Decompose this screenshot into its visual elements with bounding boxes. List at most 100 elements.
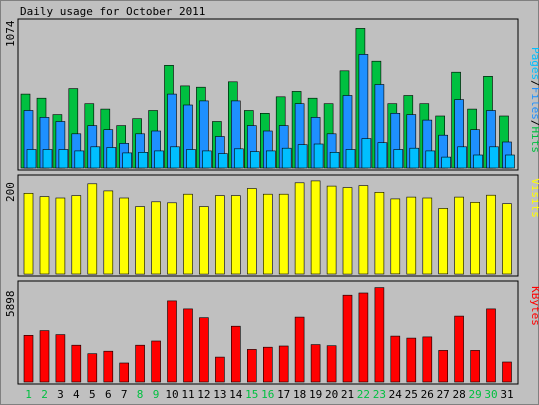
bar-pages-day-31 bbox=[505, 154, 515, 169]
bar-visits-day-4 bbox=[71, 195, 82, 275]
kbytes-bars bbox=[23, 287, 512, 383]
bar-pages-day-22 bbox=[361, 138, 372, 169]
day-label-28: 28 bbox=[452, 388, 465, 401]
bar-kbytes-day-2 bbox=[39, 330, 50, 383]
bar-kbytes-day-11 bbox=[183, 308, 193, 383]
day-label-26: 26 bbox=[421, 388, 434, 401]
day-label-22: 22 bbox=[357, 388, 370, 401]
bar-kbytes-day-9 bbox=[151, 340, 161, 383]
bar-kbytes-day-28 bbox=[454, 315, 464, 383]
bar-kbytes-day-13 bbox=[215, 356, 225, 383]
day-label-19: 19 bbox=[309, 388, 322, 401]
bar-kbytes-day-1 bbox=[23, 334, 34, 383]
bar-visits-day-20 bbox=[326, 185, 337, 275]
bar-kbytes-day-7 bbox=[119, 362, 129, 383]
bar-visits-day-16 bbox=[262, 193, 273, 275]
bar-visits-day-21 bbox=[342, 187, 353, 275]
bar-visits-day-6 bbox=[103, 190, 114, 275]
bar-visits-day-3 bbox=[55, 197, 66, 275]
bar-pages-day-10 bbox=[170, 146, 180, 169]
day-label-9: 9 bbox=[153, 388, 160, 401]
bar-visits-day-12 bbox=[199, 206, 209, 275]
bar-kbytes-day-14 bbox=[231, 325, 241, 383]
day-label-17: 17 bbox=[277, 388, 290, 401]
day-label-27: 27 bbox=[437, 388, 450, 401]
bar-visits-day-27 bbox=[438, 208, 449, 275]
bar-pages-day-24 bbox=[393, 149, 404, 169]
day-label-30: 30 bbox=[484, 388, 497, 401]
bar-visits-day-7 bbox=[119, 197, 129, 275]
bar-visits-day-8 bbox=[135, 206, 145, 275]
panel-max-label: 5898 bbox=[4, 291, 17, 318]
bar-pages-day-8 bbox=[138, 152, 148, 169]
day-label-6: 6 bbox=[105, 388, 112, 401]
day-label-20: 20 bbox=[325, 388, 338, 401]
bar-pages-day-2 bbox=[42, 149, 53, 169]
bar-pages-day-7 bbox=[122, 152, 132, 169]
bar-kbytes-day-17 bbox=[278, 345, 289, 383]
bar-visits-day-15 bbox=[247, 188, 257, 275]
day-label-16: 16 bbox=[261, 388, 274, 401]
bar-pages-day-5 bbox=[90, 146, 101, 169]
bar-visits-day-17 bbox=[278, 193, 289, 275]
bar-pages-day-30 bbox=[489, 146, 499, 169]
chart-title: Daily usage for October 2011 bbox=[20, 5, 205, 18]
legend-files: Files bbox=[529, 87, 539, 120]
bar-visits-day-10 bbox=[167, 202, 177, 275]
visits-bars bbox=[23, 180, 512, 275]
bar-pages-day-11 bbox=[186, 149, 196, 169]
legend-pages: Pages bbox=[529, 47, 539, 80]
bar-visits-day-5 bbox=[87, 183, 98, 275]
bar-kbytes-day-19 bbox=[310, 344, 321, 383]
bar-pages-day-20 bbox=[329, 152, 340, 169]
bar-pages-day-25 bbox=[409, 147, 420, 169]
bar-pages-day-28 bbox=[457, 146, 467, 169]
bar-visits-day-14 bbox=[231, 195, 241, 275]
bar-pages-day-1 bbox=[26, 149, 37, 169]
bar-pages-day-19 bbox=[313, 143, 324, 169]
bar-pages-day-27 bbox=[441, 156, 452, 169]
hits-files-pages-panel: 1074 Pages/Files/Hits bbox=[4, 18, 539, 171]
panel-legend: Pages/Files/Hits bbox=[529, 47, 539, 153]
bar-kbytes-day-31 bbox=[502, 361, 512, 383]
bar-pages-day-9 bbox=[154, 150, 164, 169]
bar-kbytes-day-27 bbox=[438, 350, 449, 383]
legend-hits: Hits bbox=[529, 127, 539, 154]
day-label-12: 12 bbox=[197, 388, 210, 401]
bar-kbytes-day-8 bbox=[135, 344, 145, 383]
bar-kbytes-day-12 bbox=[199, 317, 209, 383]
day-label-2: 2 bbox=[41, 388, 48, 401]
day-label-18: 18 bbox=[293, 388, 306, 401]
bar-pages-day-18 bbox=[297, 144, 308, 169]
bar-visits-day-26 bbox=[422, 197, 433, 275]
bar-kbytes-day-21 bbox=[342, 294, 353, 383]
day-label-11: 11 bbox=[181, 388, 194, 401]
day-label-5: 5 bbox=[89, 388, 96, 401]
bar-kbytes-day-29 bbox=[470, 350, 480, 383]
day-label-1: 1 bbox=[25, 388, 32, 401]
panel-max-label: 200 bbox=[4, 182, 17, 202]
bar-pages-day-21 bbox=[345, 149, 356, 169]
bar-pages-day-4 bbox=[74, 150, 85, 169]
day-label-21: 21 bbox=[341, 388, 354, 401]
day-label-14: 14 bbox=[229, 388, 243, 401]
day-label-25: 25 bbox=[405, 388, 418, 401]
bar-visits-day-28 bbox=[454, 196, 464, 275]
day-label-15: 15 bbox=[245, 388, 258, 401]
bar-kbytes-day-3 bbox=[55, 334, 66, 383]
bar-pages-day-23 bbox=[377, 142, 388, 169]
legend-visits: Visits bbox=[529, 178, 539, 218]
bar-pages-day-6 bbox=[106, 147, 117, 169]
bar-pages-day-14 bbox=[234, 148, 244, 169]
bar-visits-day-11 bbox=[183, 193, 193, 275]
kbytes-panel: 5898 KBytes bbox=[4, 280, 539, 385]
bar-kbytes-day-24 bbox=[390, 335, 401, 383]
hits-files-pages-bars bbox=[20, 28, 515, 169]
bar-visits-day-19 bbox=[310, 180, 321, 275]
legend-separator: / bbox=[529, 120, 539, 127]
day-label-29: 29 bbox=[468, 388, 481, 401]
day-axis-labels: 1 2 3 4 5 6 7 8 9 10 11 12 13 14 15 16 17 18 19 20 21 22 23 24 2… bbox=[25, 388, 513, 401]
bar-visits-day-9 bbox=[151, 201, 161, 275]
bar-pages-day-3 bbox=[58, 149, 69, 169]
